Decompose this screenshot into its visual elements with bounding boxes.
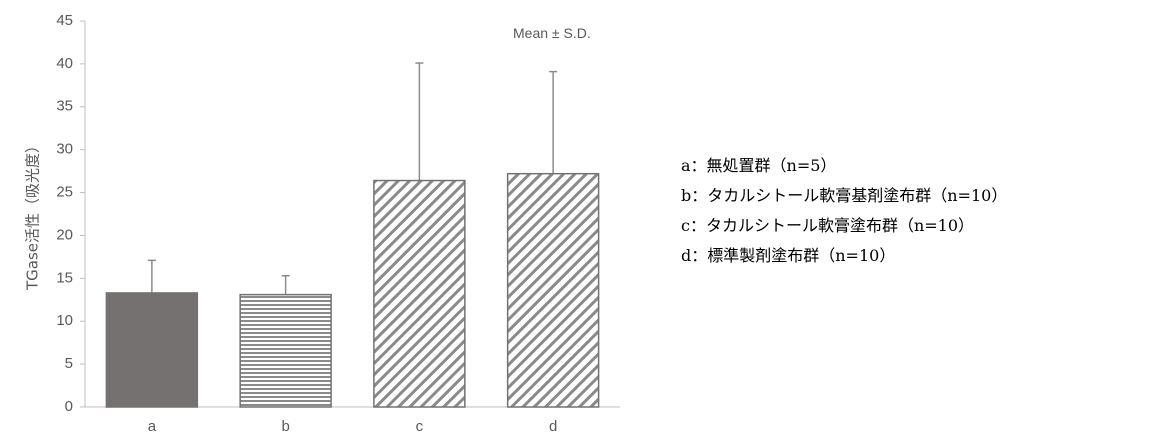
y-tick-label: 25 [56,184,73,201]
y-tick-label: 10 [56,312,73,329]
bar-d [506,172,600,408]
y-tick-label: 30 [56,141,73,158]
legend-item-c: c：タカルシトール軟膏塗布群（n=10） [681,216,975,235]
legend-item-b: b：タカルシトール軟膏基剤塗布群（n=10） [681,186,1008,205]
x-axis-ticks: a b c d [148,418,558,435]
legend-item-d: d：標準製剤塗布群（n=10） [681,246,896,265]
bar-b [239,293,332,408]
mean-sd-annotation: Mean ± S.D. [513,25,591,41]
y-axis-label: TGase活性（吸光度） [24,138,42,291]
y-tick-label: 0 [65,398,73,415]
error-bars [147,62,558,295]
y-tick-label: 45 [56,12,73,29]
bars [105,172,600,408]
y-axis-ticks: 0 5 10 15 20 25 30 35 40 45 [56,12,85,415]
bar-c [373,179,466,408]
legend-item-a: a：無処置群（n=5） [681,156,837,175]
x-tick-label-b: b [281,418,289,435]
y-tick-label: 15 [56,269,73,286]
x-tick-label-c: c [416,418,424,435]
x-tick-label-d: d [549,418,557,435]
y-tick-label: 35 [56,98,73,115]
legend: a：無処置群（n=5） b：タカルシトール軟膏基剤塗布群（n=10） c：タカル… [681,151,1007,271]
bar-a [105,292,199,408]
y-tick-label: 20 [56,226,73,243]
y-tick-label: 40 [56,55,73,72]
x-tick-label-a: a [148,418,157,435]
y-tick-label: 5 [65,355,73,372]
